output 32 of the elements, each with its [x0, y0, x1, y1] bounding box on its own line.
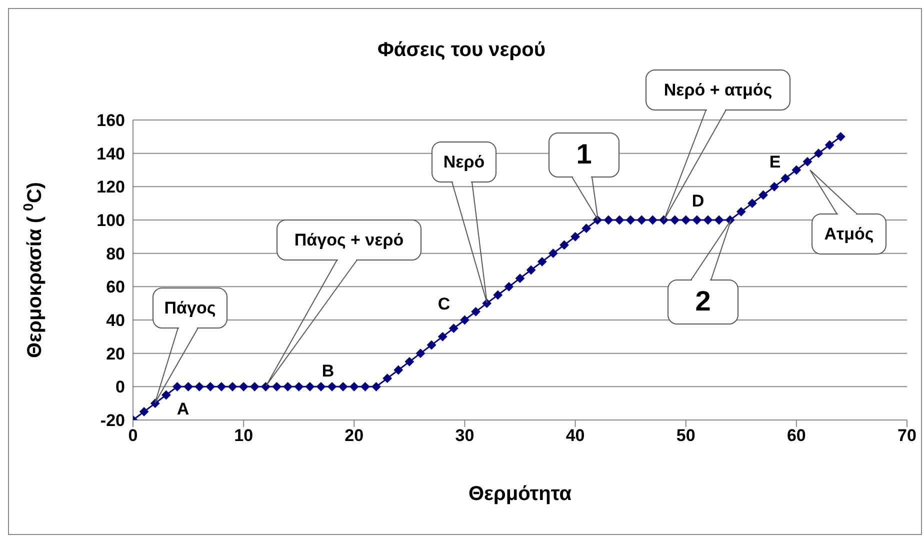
y-tick-label: -20 [100, 411, 125, 430]
chart-title: Φάσεις του νερού [376, 39, 547, 62]
annotation: Πάγος [164, 298, 216, 318]
x-tick-label: 60 [786, 426, 806, 446]
x-tick-label: 40 [566, 426, 585, 446]
x-tick-label: 30 [455, 426, 474, 446]
x-axis-title: Θερμότητα [468, 483, 572, 505]
y-tick-label: 40 [106, 311, 125, 330]
annotation: E [769, 152, 781, 172]
annotation: B [322, 361, 334, 380]
x-tick-label: 70 [898, 426, 916, 446]
y-tick-label: 60 [106, 278, 125, 297]
x-tick-label: 10 [234, 426, 254, 446]
annotation: 2 [695, 285, 711, 316]
y-tick-label: 120 [96, 178, 125, 197]
text: Νερό + ατμός [664, 80, 772, 100]
annotation: 1 [576, 138, 592, 170]
x-tick-label: 0 [128, 426, 138, 446]
annotation: C [438, 294, 450, 314]
annotation: Ατμός [824, 224, 874, 244]
annotation: Νερό [443, 152, 485, 172]
y-tick-label: 0 [116, 378, 125, 397]
y-tick-label: 140 [96, 144, 125, 164]
x-tick-label: 50 [676, 426, 696, 446]
annotation: D [692, 191, 704, 210]
x-tick-label: 20 [344, 426, 364, 446]
annotation: A [176, 399, 190, 418]
y-tick-label: 80 [106, 244, 125, 264]
y-tick-label: 20 [106, 344, 125, 364]
y-tick-label: 100 [96, 211, 125, 230]
y-tick-label: 160 [96, 111, 125, 130]
annotation: Πάγος + νερό [294, 230, 404, 250]
